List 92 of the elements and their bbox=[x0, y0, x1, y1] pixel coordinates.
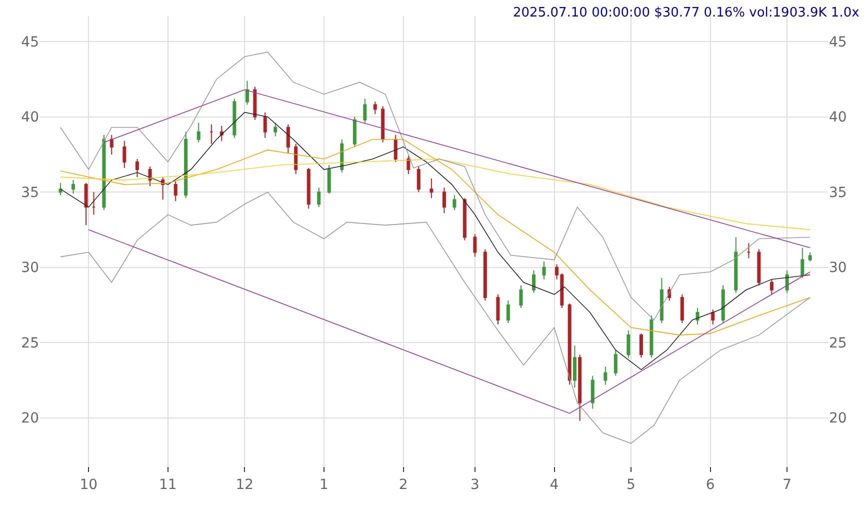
y-tick-label: 20 bbox=[21, 410, 39, 427]
candlestick bbox=[808, 252, 812, 262]
candlestick bbox=[184, 131, 188, 199]
candlestick bbox=[102, 134, 106, 211]
candlestick bbox=[519, 284, 523, 308]
candlestick bbox=[394, 134, 398, 162]
candlestick bbox=[92, 192, 96, 216]
x-tick-label: 7 bbox=[782, 476, 792, 493]
candlestick bbox=[110, 134, 114, 155]
line-series bbox=[60, 52, 810, 320]
line-series bbox=[60, 139, 810, 336]
candlestick bbox=[352, 116, 356, 148]
candlestick bbox=[746, 242, 750, 259]
line-series bbox=[60, 158, 810, 230]
candlestick bbox=[72, 180, 76, 194]
y-tick-label: 40 bbox=[21, 110, 39, 126]
candlestick bbox=[626, 330, 630, 358]
candlestick bbox=[232, 98, 236, 138]
y-tick-label: 45 bbox=[21, 34, 39, 50]
candlestick bbox=[263, 112, 267, 138]
y-tick-label: 25 bbox=[21, 335, 39, 352]
y2-tick-label: 40 bbox=[829, 110, 847, 126]
candlestick bbox=[462, 198, 466, 241]
candlestick bbox=[604, 366, 608, 386]
candlestick bbox=[416, 166, 420, 193]
candlestick bbox=[148, 166, 152, 187]
candlestick bbox=[406, 155, 410, 175]
candlestick bbox=[286, 124, 290, 154]
candlestick bbox=[496, 294, 500, 326]
y-tick-label: 30 bbox=[21, 260, 39, 276]
candlestick bbox=[340, 138, 344, 174]
x-tick-label: 5 bbox=[626, 476, 636, 493]
candlestick bbox=[542, 260, 546, 280]
line-series bbox=[60, 112, 810, 370]
candlestick bbox=[614, 350, 618, 376]
candlestick bbox=[506, 300, 510, 324]
candlestick bbox=[306, 168, 310, 210]
candlestick bbox=[770, 278, 774, 295]
x-tick-label: 1 bbox=[320, 476, 328, 493]
candlestick bbox=[373, 101, 377, 114]
y2-tick-label: 35 bbox=[829, 184, 847, 201]
candlestick bbox=[572, 345, 576, 388]
y-tick-label: 35 bbox=[21, 184, 39, 201]
candlestick bbox=[274, 122, 278, 137]
chart-title: 2025.07.10 00:00:00 $30.77 0.16% vol:1903.9K 1.0x bbox=[513, 6, 860, 21]
candlestick bbox=[363, 98, 367, 124]
candlestick bbox=[84, 182, 88, 226]
x-tick-label: 4 bbox=[550, 476, 559, 493]
y2-tick-label: 20 bbox=[829, 410, 847, 427]
candlestick bbox=[245, 80, 249, 106]
candlestick bbox=[757, 248, 761, 286]
candlestick bbox=[442, 187, 446, 214]
candlestick bbox=[660, 277, 664, 324]
candlestick bbox=[327, 164, 331, 194]
candlestick bbox=[196, 122, 200, 143]
candlestick bbox=[639, 333, 643, 358]
candlestick bbox=[532, 270, 536, 294]
candlestick bbox=[578, 354, 582, 422]
candlestick bbox=[473, 234, 477, 258]
candlestick bbox=[430, 178, 434, 199]
candlestick bbox=[122, 140, 126, 169]
y2-tick-label: 45 bbox=[829, 34, 847, 50]
x-tick-label: 10 bbox=[80, 476, 98, 493]
x-tick-label: 2 bbox=[398, 476, 408, 493]
candlestick bbox=[135, 158, 139, 178]
candlestick bbox=[800, 247, 804, 278]
y2-tick-label: 25 bbox=[829, 335, 847, 352]
x-tick-label: 3 bbox=[470, 476, 480, 493]
candlestick bbox=[721, 284, 725, 324]
candlestick bbox=[590, 375, 594, 410]
candlestick bbox=[483, 248, 487, 301]
x-tick-label: 11 bbox=[159, 476, 177, 493]
candlestick bbox=[174, 181, 178, 202]
candlestick bbox=[650, 315, 654, 358]
candlestick bbox=[452, 194, 456, 211]
candlestick bbox=[317, 187, 321, 208]
candlestick bbox=[381, 106, 385, 143]
candlestick bbox=[785, 270, 789, 294]
line-series bbox=[60, 192, 810, 444]
candlestick bbox=[568, 302, 572, 386]
y2-tick-label: 30 bbox=[829, 260, 847, 276]
candlestick bbox=[734, 236, 738, 294]
candlestick bbox=[294, 143, 298, 175]
candlestick bbox=[680, 294, 684, 324]
candlestick bbox=[696, 307, 700, 326]
candlestick bbox=[210, 124, 214, 144]
x-tick-label: 6 bbox=[706, 476, 715, 493]
candlestick bbox=[711, 308, 715, 326]
candlestick bbox=[220, 125, 224, 142]
candlestick bbox=[58, 182, 62, 196]
x-tick-label: 12 bbox=[236, 476, 254, 493]
candlestick bbox=[253, 86, 257, 120]
